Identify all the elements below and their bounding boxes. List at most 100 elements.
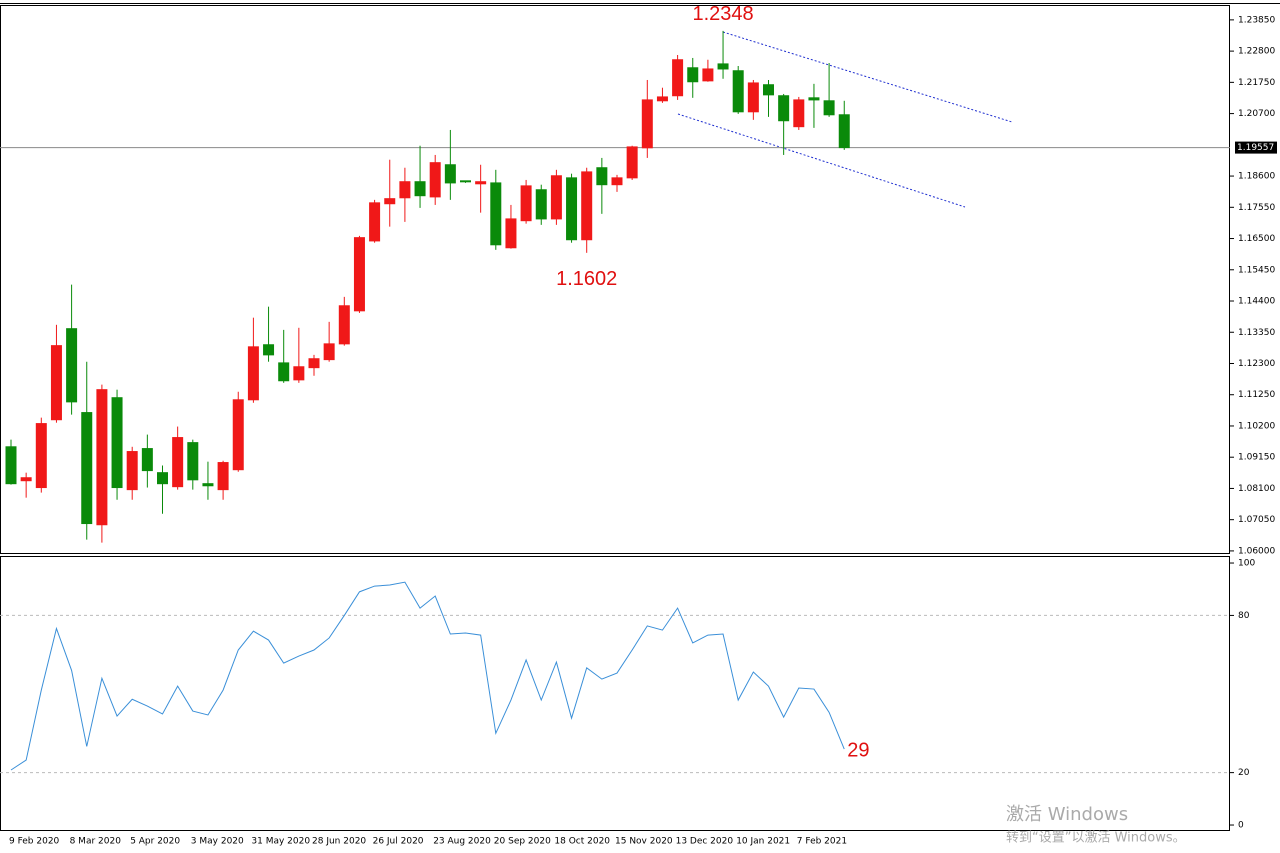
x-tick-label: 18 Oct 2020 xyxy=(554,837,610,847)
y-tick-label: 100 xyxy=(1238,559,1255,569)
y-tick-label: 1.09150 xyxy=(1238,453,1275,463)
candle-body xyxy=(823,100,835,116)
candle-body xyxy=(323,343,335,361)
candle-body xyxy=(520,185,532,222)
candle-body xyxy=(353,237,365,312)
candle-body xyxy=(338,305,350,345)
candle-body xyxy=(626,146,638,179)
y-tick-label: 1.15450 xyxy=(1238,265,1275,275)
y-tick-label: 1.21750 xyxy=(1238,78,1275,88)
y-tick-label: 1.06000 xyxy=(1238,546,1275,556)
last-price-box xyxy=(1235,141,1277,154)
candle-body xyxy=(384,198,396,205)
y-tick-label: 1.18600 xyxy=(1238,172,1275,182)
x-tick-label: 13 Dec 2020 xyxy=(676,837,734,847)
y-tick-label: 0 xyxy=(1238,821,1244,831)
candle-body xyxy=(808,97,820,101)
y-tick-label: 1.23850 xyxy=(1238,15,1275,25)
y-tick-label: 1.07050 xyxy=(1238,515,1275,525)
last-price-label: 1.19557 xyxy=(1237,143,1274,153)
candle-body xyxy=(414,181,426,197)
x-tick-label: 26 Jul 2020 xyxy=(373,837,424,847)
candle-body xyxy=(187,442,199,481)
candle-body xyxy=(202,483,214,487)
candle-body xyxy=(641,99,653,149)
x-tick-label: 28 Jun 2020 xyxy=(312,837,366,847)
candle-body xyxy=(535,189,547,220)
x-tick-label: 5 Apr 2020 xyxy=(130,837,180,847)
candle-body xyxy=(763,84,774,96)
oscillator-panel xyxy=(0,556,1230,831)
x-tick-label: 9 Feb 2020 xyxy=(9,837,60,847)
candle-body xyxy=(278,362,290,382)
candle-body xyxy=(717,63,729,70)
candle-body xyxy=(20,477,32,482)
candle-body xyxy=(687,67,699,83)
candle-body xyxy=(399,181,411,199)
candle-body xyxy=(505,218,517,249)
candle-body xyxy=(596,167,608,186)
y-tick-label: 1.20700 xyxy=(1238,109,1275,119)
candle-body xyxy=(50,345,62,421)
candle-body xyxy=(308,358,320,369)
candle-body xyxy=(141,448,153,472)
candle-body xyxy=(263,344,275,356)
candle-body xyxy=(293,366,305,381)
candle-body xyxy=(732,70,744,113)
candle-body xyxy=(793,99,805,128)
candle-body xyxy=(126,451,138,491)
candle-body xyxy=(5,446,17,485)
y-tick-label: 1.10200 xyxy=(1238,421,1275,431)
candle-body xyxy=(460,180,471,183)
x-tick-label: 3 May 2020 xyxy=(191,837,244,847)
y-tick-label: 1.14400 xyxy=(1238,297,1275,307)
candle-body xyxy=(157,472,168,485)
candle-body xyxy=(247,346,259,401)
x-tick-label: 8 Mar 2020 xyxy=(70,837,122,847)
y-tick-label: 1.08100 xyxy=(1238,484,1275,494)
candle-body xyxy=(172,437,184,488)
y-tick-label: 80 xyxy=(1238,611,1250,621)
low-annotation: 1.1602 xyxy=(556,268,617,290)
y-tick-label: 1.16500 xyxy=(1238,234,1275,244)
x-tick-label: 31 May 2020 xyxy=(251,837,310,847)
y-tick-label: 20 xyxy=(1238,768,1250,778)
y-tick-label: 1.22800 xyxy=(1238,47,1275,57)
candle-body xyxy=(581,171,593,241)
x-tick-label: 20 Sep 2020 xyxy=(494,837,551,847)
x-tick-label: 15 Nov 2020 xyxy=(615,837,673,847)
candle-body xyxy=(490,182,502,246)
candle-body xyxy=(66,328,78,403)
x-tick-label: 7 Feb 2021 xyxy=(797,837,847,847)
candle-body xyxy=(217,462,229,491)
last-value-label: 29 xyxy=(847,739,869,761)
x-tick-label: 10 Jan 2021 xyxy=(736,837,790,847)
y-tick-label: 1.13350 xyxy=(1238,328,1275,338)
candle-body xyxy=(475,181,487,185)
candle-body xyxy=(672,59,684,97)
candle-body xyxy=(838,114,850,149)
oscillator-line xyxy=(10,581,845,771)
y-tick-label: 1.17550 xyxy=(1238,203,1275,213)
high-annotation: 1.2348 xyxy=(692,3,753,25)
candle-body xyxy=(429,162,441,198)
candle-body xyxy=(232,399,244,471)
candle-body xyxy=(35,423,47,489)
candle-body xyxy=(550,175,562,220)
candle-body xyxy=(444,164,456,184)
main-panel xyxy=(0,5,1230,554)
candle-body xyxy=(611,177,623,186)
candle-body xyxy=(778,95,790,122)
candle-body xyxy=(369,202,381,242)
candle-body xyxy=(96,389,108,526)
candle-body xyxy=(81,412,93,525)
candle-body xyxy=(111,397,123,489)
candle-body xyxy=(566,177,578,241)
candle-body xyxy=(702,68,714,82)
watermark-title: 激活 Windows xyxy=(1006,804,1128,825)
trend-line xyxy=(722,31,1013,123)
x-tick-label: 23 Aug 2020 xyxy=(433,837,491,847)
